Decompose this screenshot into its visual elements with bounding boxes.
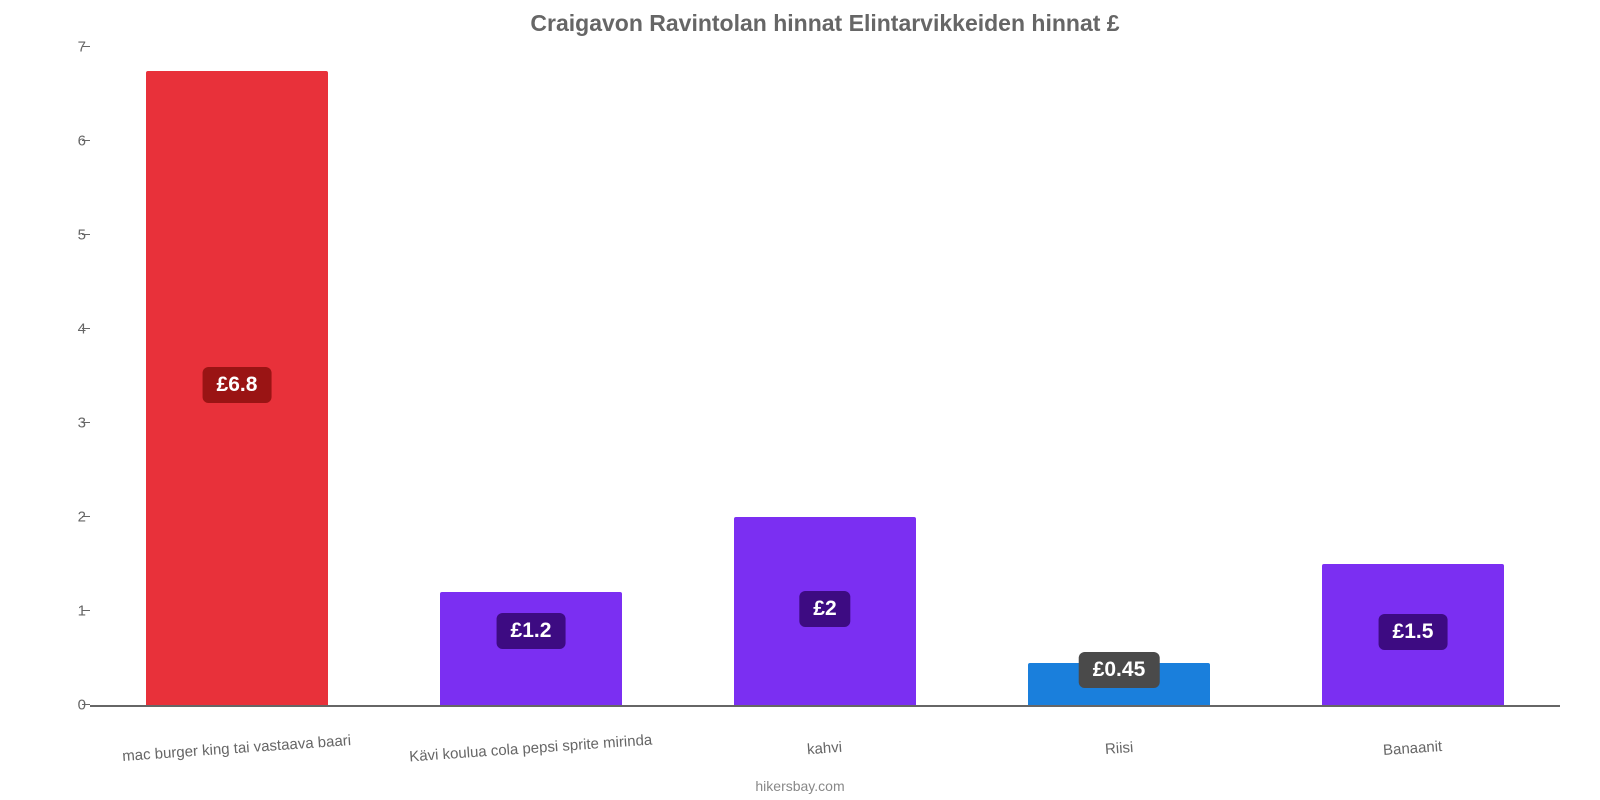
- bar[interactable]: £0.45: [1028, 663, 1210, 705]
- source-credit: hikersbay.com: [0, 778, 1600, 794]
- y-tick-label: 1: [76, 603, 86, 620]
- price-bar-chart: Craigavon Ravintolan hinnat Elintarvikke…: [0, 0, 1600, 800]
- bar[interactable]: £2: [734, 517, 916, 705]
- x-label-slot: Kävi koulua cola pepsi sprite mirinda: [384, 740, 678, 770]
- bar-slot: £1.5: [1266, 47, 1560, 705]
- y-tick-label: 7: [76, 39, 86, 56]
- bar[interactable]: £6.8: [146, 71, 328, 706]
- bar-slot: £0.45: [972, 47, 1266, 705]
- y-tick-label: 0: [76, 697, 86, 714]
- bar-slot: £1.2: [384, 47, 678, 705]
- x-axis-label: Kävi koulua cola pepsi sprite mirinda: [409, 732, 653, 766]
- y-tick-label: 5: [76, 227, 86, 244]
- bar[interactable]: £1.2: [440, 592, 622, 705]
- bar-value-badge: £1.2: [497, 613, 566, 649]
- bars-container: £6.8 £1.2 £2 £0.45 £1.5: [90, 47, 1560, 705]
- plot-area: £6.8£1.2£2£0.45£1.5 01234567: [90, 47, 1560, 707]
- x-label-slot: kahvi: [678, 740, 972, 770]
- bar-slot: £6.8: [90, 47, 384, 705]
- y-tick-label: 6: [76, 133, 86, 150]
- bar[interactable]: £1.5: [1322, 564, 1504, 705]
- y-tick-label: 2: [76, 509, 86, 526]
- x-label-slot: mac burger king tai vastaava baari: [90, 740, 384, 770]
- x-label-slot: Banaanit: [1266, 740, 1560, 770]
- x-label-slot: Riisi: [972, 740, 1266, 770]
- x-axis-label: Banaanit: [1383, 738, 1443, 759]
- bar-value-badge: £2: [799, 591, 850, 627]
- bar-slot: £2: [678, 47, 972, 705]
- bar-value-badge: £6.8: [203, 367, 272, 403]
- x-axis-label: kahvi: [807, 739, 843, 758]
- chart-title: Craigavon Ravintolan hinnat Elintarvikke…: [90, 10, 1560, 37]
- x-axis-labels: mac burger king tai vastaava baariKävi k…: [90, 740, 1560, 770]
- x-axis-label: Riisi: [1104, 739, 1133, 758]
- y-tick-label: 3: [76, 415, 86, 432]
- bar-value-badge: £0.45: [1079, 652, 1160, 688]
- bar-value-badge: £1.5: [1379, 614, 1448, 650]
- y-tick-label: 4: [76, 321, 86, 338]
- x-axis-label: mac burger king tai vastaava baari: [122, 732, 352, 765]
